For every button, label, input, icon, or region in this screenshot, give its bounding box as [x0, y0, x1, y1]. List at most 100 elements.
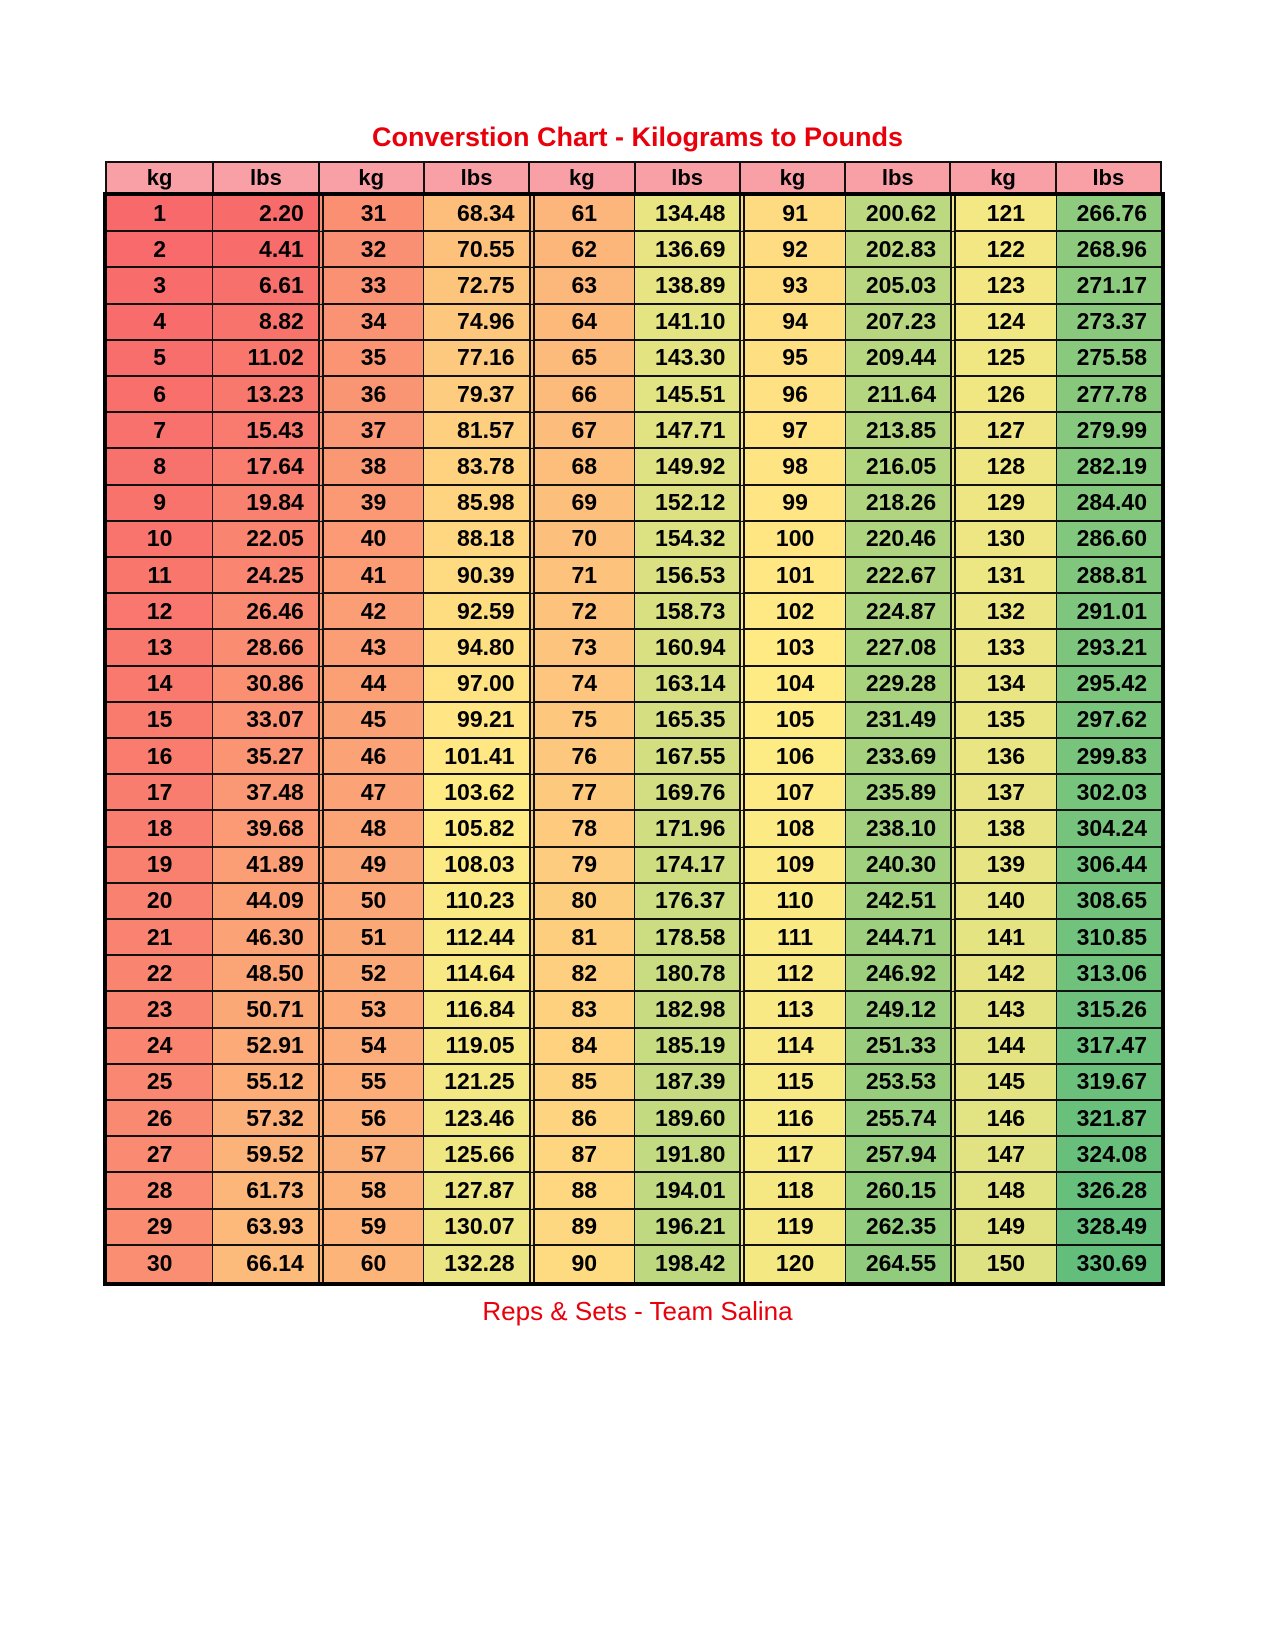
kg-cell: 24 — [107, 1028, 213, 1065]
kg-cell: 90 — [528, 1245, 634, 1282]
lbs-cell: 37.48 — [212, 775, 318, 812]
kg-cell: 40 — [317, 521, 424, 558]
lbs-cell: 22.05 — [212, 521, 318, 558]
kg-cell: 123 — [950, 268, 1056, 305]
lbs-cell: 19.84 — [212, 485, 318, 522]
lbs-cell: 158.73 — [634, 594, 740, 631]
kg-cell: 97 — [739, 413, 845, 450]
kg-cell: 32 — [317, 232, 424, 269]
lbs-cell: 108.03 — [423, 847, 529, 884]
kg-cell: 16 — [107, 739, 213, 776]
lbs-cell: 167.55 — [634, 739, 740, 776]
kg-cell: 104 — [739, 666, 845, 703]
lbs-cell: 213.85 — [844, 413, 951, 450]
kg-cell: 66 — [528, 377, 634, 414]
lbs-cell: 304.24 — [1055, 811, 1161, 848]
kg-cell: 53 — [317, 992, 424, 1029]
kg-cell: 143 — [950, 992, 1056, 1029]
kg-cell: 28 — [107, 1173, 213, 1210]
kg-cell: 6 — [107, 377, 213, 414]
kg-cell: 82 — [528, 956, 634, 993]
kg-cell: 12 — [107, 594, 213, 631]
kg-cell: 121 — [950, 196, 1056, 233]
lbs-cell: 116.84 — [423, 992, 529, 1029]
lbs-cell: 227.08 — [844, 630, 951, 667]
kg-cell: 70 — [528, 521, 634, 558]
lbs-cell: 70.55 — [423, 232, 529, 269]
lbs-cell: 97.00 — [423, 666, 529, 703]
lbs-cell: 85.98 — [423, 485, 529, 522]
kg-cell: 145 — [950, 1064, 1056, 1101]
lbs-cell: 328.49 — [1055, 1209, 1161, 1246]
kg-cell: 54 — [317, 1028, 424, 1065]
kg-cell: 75 — [528, 702, 634, 739]
lbs-cell: 134.48 — [634, 196, 740, 233]
kg-cell: 133 — [950, 630, 1056, 667]
lbs-cell: 284.40 — [1055, 485, 1161, 522]
footer-text: Reps & Sets - Team Salina — [482, 1296, 793, 1326]
kg-cell: 98 — [739, 449, 845, 486]
kg-cell: 127 — [950, 413, 1056, 450]
kg-cell: 105 — [739, 702, 845, 739]
kg-cell: 69 — [528, 485, 634, 522]
lbs-cell: 297.62 — [1055, 702, 1161, 739]
lbs-cell: 4.41 — [212, 232, 318, 269]
kg-cell: 60 — [317, 1245, 424, 1282]
lbs-cell: 15.43 — [212, 413, 318, 450]
lbs-cell: 123.46 — [423, 1101, 529, 1138]
kg-cell: 125 — [950, 340, 1056, 377]
lbs-cell: 308.65 — [1055, 883, 1161, 920]
kg-cell: 122 — [950, 232, 1056, 269]
kg-cell: 64 — [528, 304, 634, 341]
kg-cell: 95 — [739, 340, 845, 377]
lbs-cell: 194.01 — [634, 1173, 740, 1210]
lbs-cell: 99.21 — [423, 702, 529, 739]
lbs-cell: 28.66 — [212, 630, 318, 667]
lbs-cell: 313.06 — [1055, 956, 1161, 993]
kg-cell: 30 — [107, 1245, 213, 1282]
lbs-cell: 257.94 — [844, 1137, 951, 1174]
kg-cell: 110 — [739, 883, 845, 920]
kg-cell: 73 — [528, 630, 634, 667]
lbs-cell: 180.78 — [634, 956, 740, 993]
kg-cell: 126 — [950, 377, 1056, 414]
lbs-cell: 48.50 — [212, 956, 318, 993]
kg-cell: 25 — [107, 1064, 213, 1101]
lbs-cell: 224.87 — [844, 594, 951, 631]
lbs-cell: 105.82 — [423, 811, 529, 848]
lbs-cell: 249.12 — [844, 992, 951, 1029]
lbs-cell: 286.60 — [1055, 521, 1161, 558]
lbs-cell: 196.21 — [634, 1209, 740, 1246]
lbs-cell: 156.53 — [634, 558, 740, 595]
kg-cell: 8 — [107, 449, 213, 486]
lbs-cell: 11.02 — [212, 340, 318, 377]
kg-cell: 36 — [317, 377, 424, 414]
kg-cell: 33 — [317, 268, 424, 305]
kg-cell: 128 — [950, 449, 1056, 486]
lbs-cell: 246.92 — [844, 956, 951, 993]
kg-cell: 144 — [950, 1028, 1056, 1065]
lbs-cell: 202.83 — [844, 232, 951, 269]
lbs-cell: 41.89 — [212, 847, 318, 884]
lbs-cell: 185.19 — [634, 1028, 740, 1065]
kg-cell: 20 — [107, 883, 213, 920]
kg-cell: 49 — [317, 847, 424, 884]
kg-cell: 15 — [107, 702, 213, 739]
lbs-cell: 264.55 — [844, 1245, 951, 1282]
lbs-cell: 103.62 — [423, 775, 529, 812]
lbs-cell: 209.44 — [844, 340, 951, 377]
kg-cell: 103 — [739, 630, 845, 667]
kg-cell: 39 — [317, 485, 424, 522]
lbs-cell: 163.14 — [634, 666, 740, 703]
lbs-cell: 171.96 — [634, 811, 740, 848]
kg-cell: 27 — [107, 1137, 213, 1174]
kg-cell: 65 — [528, 340, 634, 377]
lbs-cell: 160.94 — [634, 630, 740, 667]
lbs-cell: 242.51 — [844, 883, 951, 920]
kg-cell: 47 — [317, 775, 424, 812]
lbs-cell: 282.19 — [1055, 449, 1161, 486]
lbs-cell: 90.39 — [423, 558, 529, 595]
kg-cell: 109 — [739, 847, 845, 884]
kg-cell: 50 — [317, 883, 424, 920]
kg-cell: 106 — [739, 739, 845, 776]
